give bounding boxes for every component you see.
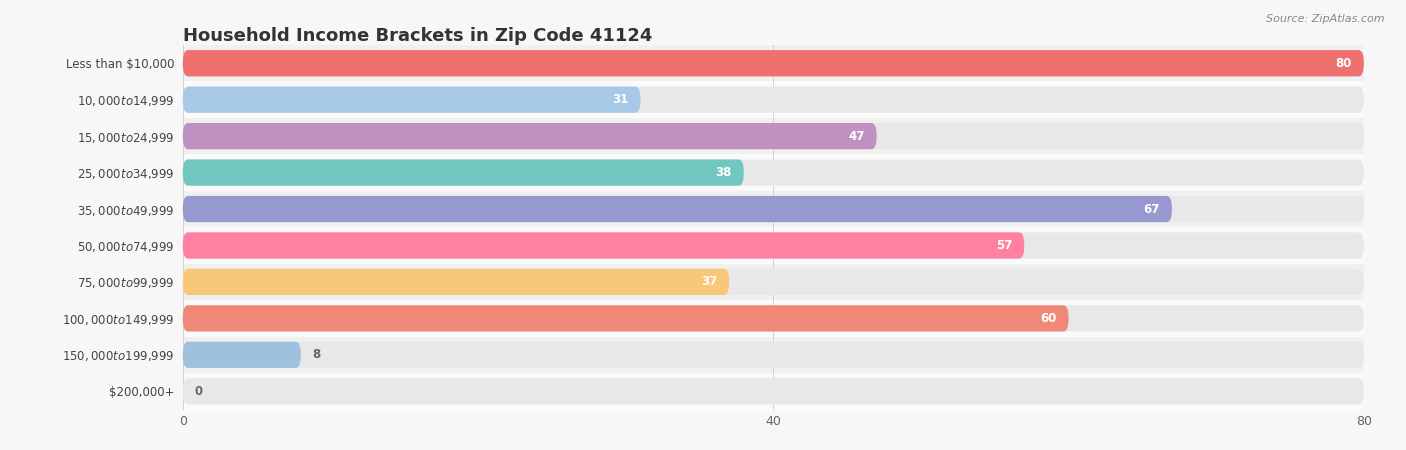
Text: Source: ZipAtlas.com: Source: ZipAtlas.com (1267, 14, 1385, 23)
Bar (183, 337, 1364, 373)
Bar (183, 191, 1364, 227)
Bar (183, 373, 1364, 410)
Bar (183, 118, 1364, 154)
Bar (183, 154, 1364, 191)
Text: 47: 47 (848, 130, 865, 143)
FancyBboxPatch shape (183, 232, 1024, 259)
FancyBboxPatch shape (183, 269, 1364, 295)
Text: 37: 37 (702, 275, 717, 288)
Text: 67: 67 (1143, 202, 1160, 216)
FancyBboxPatch shape (183, 305, 1069, 332)
Text: 31: 31 (613, 93, 628, 106)
FancyBboxPatch shape (183, 342, 1364, 368)
FancyBboxPatch shape (183, 196, 1364, 222)
FancyBboxPatch shape (183, 159, 1364, 186)
FancyBboxPatch shape (183, 378, 1364, 405)
FancyBboxPatch shape (183, 196, 1173, 222)
Text: 80: 80 (1336, 57, 1353, 70)
Text: 38: 38 (716, 166, 733, 179)
FancyBboxPatch shape (183, 50, 1364, 76)
FancyBboxPatch shape (183, 305, 1364, 332)
Bar (183, 81, 1364, 118)
FancyBboxPatch shape (183, 269, 728, 295)
FancyBboxPatch shape (183, 159, 744, 186)
FancyBboxPatch shape (183, 123, 1364, 149)
Text: Household Income Brackets in Zip Code 41124: Household Income Brackets in Zip Code 41… (183, 27, 652, 45)
Bar (183, 227, 1364, 264)
Text: 8: 8 (312, 348, 321, 361)
Bar (183, 45, 1364, 81)
FancyBboxPatch shape (183, 86, 1364, 113)
FancyBboxPatch shape (183, 50, 1364, 76)
FancyBboxPatch shape (183, 342, 301, 368)
Bar (183, 300, 1364, 337)
Text: 0: 0 (194, 385, 202, 398)
Text: 57: 57 (995, 239, 1012, 252)
FancyBboxPatch shape (183, 86, 641, 113)
FancyBboxPatch shape (183, 232, 1364, 259)
Text: 60: 60 (1040, 312, 1057, 325)
Bar (183, 264, 1364, 300)
FancyBboxPatch shape (183, 123, 877, 149)
